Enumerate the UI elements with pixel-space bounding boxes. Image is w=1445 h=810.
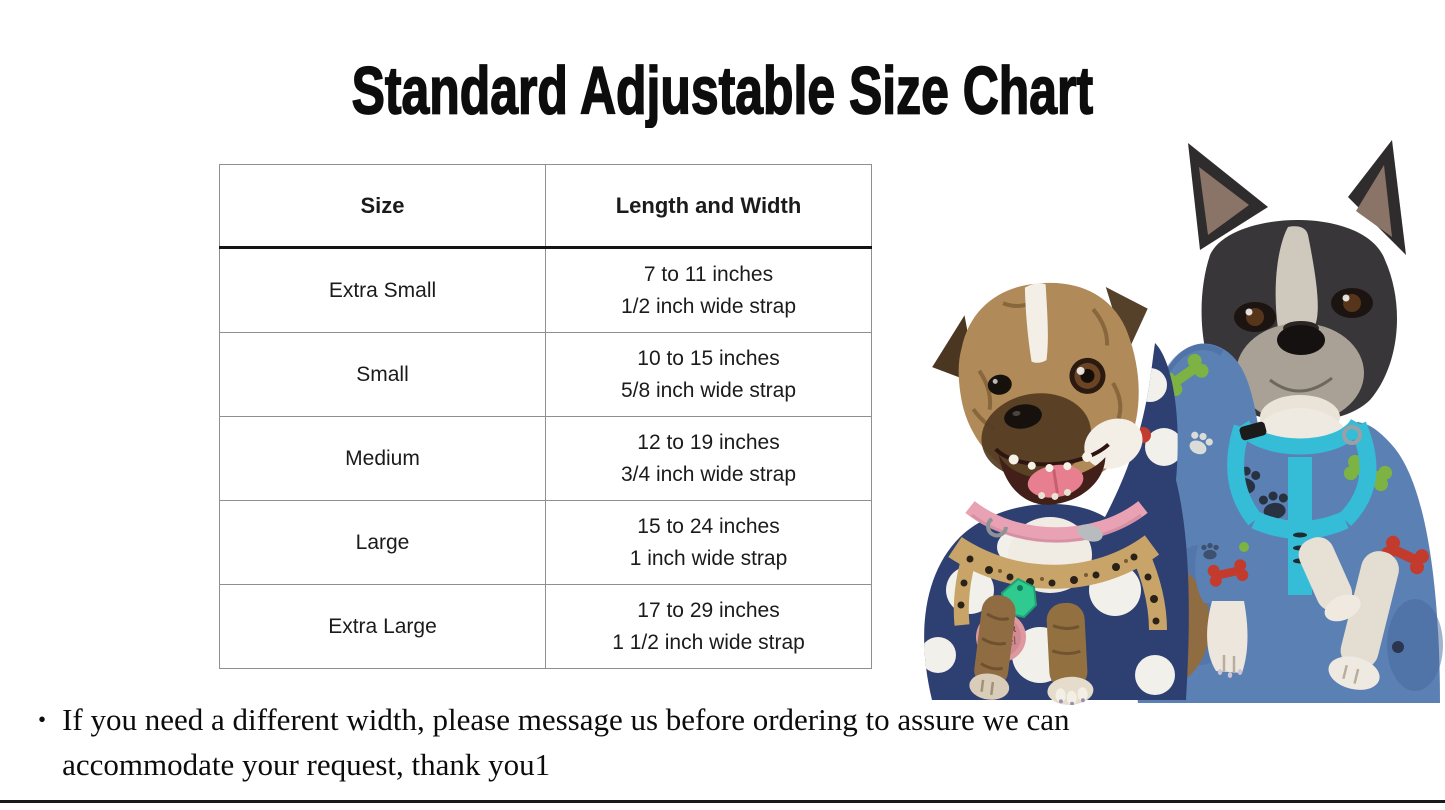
footnote-line-1: If you need a different width, please me… (62, 702, 1070, 737)
strap-width: 1 inch wide strap (629, 546, 788, 570)
bullet-point: • (38, 707, 47, 732)
left-dog-leopard-harness (948, 535, 1167, 631)
length-range: 17 to 29 inches (637, 598, 780, 622)
dogs-illustration: SUPER Model (924, 140, 1443, 705)
dogs-photo: SUPER Model (900, 135, 1445, 705)
footnote: • If you need a different width, please … (36, 697, 1416, 787)
table-header-row: Size Length and Width (219, 164, 872, 249)
right-dog-side-leg (1298, 537, 1361, 622)
left-dog-head (932, 282, 1148, 505)
table-row: Small 10 to 15 inches 5/8 inch wide stra… (219, 332, 872, 417)
length-width-cell: 7 to 11 inches 1/2 inch wide strap (545, 247, 872, 333)
column-header-length-width: Length and Width (545, 164, 872, 249)
length-range: 12 to 19 inches (637, 430, 780, 454)
size-table: Size Length and Width Extra Small 7 to 1… (219, 164, 872, 669)
size-cell: Medium (219, 416, 546, 501)
bottom-divider (0, 800, 1445, 803)
size-cell: Small (219, 332, 546, 417)
strap-width: 5/8 inch wide strap (620, 378, 797, 402)
right-dog-front-leg (1328, 551, 1399, 690)
length-range: 10 to 15 inches (637, 346, 780, 370)
page-title: Standard Adjustable Size Chart (0, 52, 1445, 129)
right-dog-sleeve-leg (1195, 533, 1260, 678)
table-row: Extra Large 17 to 29 inches 1 1/2 inch w… (219, 584, 872, 669)
left-dog: SUPER Model (924, 282, 1210, 705)
length-width-cell: 15 to 24 inches 1 inch wide strap (545, 500, 872, 585)
size-cell: Extra Large (219, 584, 546, 669)
strap-width: 1 1/2 inch wide strap (612, 630, 805, 654)
left-dog-collar (965, 500, 1148, 543)
table-row: Large 15 to 24 inches 1 inch wide strap (219, 500, 872, 585)
table-row: Medium 12 to 19 inches 3/4 inch wide str… (219, 416, 872, 501)
length-width-cell: 17 to 29 inches 1 1/2 inch wide strap (545, 584, 872, 669)
page-title-text: Standard Adjustable Size Chart (351, 52, 1094, 129)
column-header-size: Size (219, 164, 546, 249)
table-row: Extra Small 7 to 11 inches 1/2 inch wide… (219, 247, 872, 333)
length-range: 15 to 24 inches (637, 514, 780, 538)
size-cell: Large (219, 500, 546, 585)
size-cell: Extra Small (219, 247, 546, 333)
length-width-cell: 10 to 15 inches 5/8 inch wide strap (545, 332, 872, 417)
strap-width: 1/2 inch wide strap (620, 294, 797, 318)
length-range: 7 to 11 inches (643, 262, 774, 286)
footnote-text: If you need a different width, please me… (62, 697, 1069, 787)
right-dog-ears (1188, 140, 1406, 255)
right-dog-harness (1227, 418, 1377, 595)
left-dog-front-legs (969, 595, 1094, 705)
strap-width: 3/4 inch wide strap (620, 462, 797, 486)
footnote-line-2: accommodate your request, thank you1 (62, 747, 551, 782)
length-width-cell: 12 to 19 inches 3/4 inch wide strap (545, 416, 872, 501)
